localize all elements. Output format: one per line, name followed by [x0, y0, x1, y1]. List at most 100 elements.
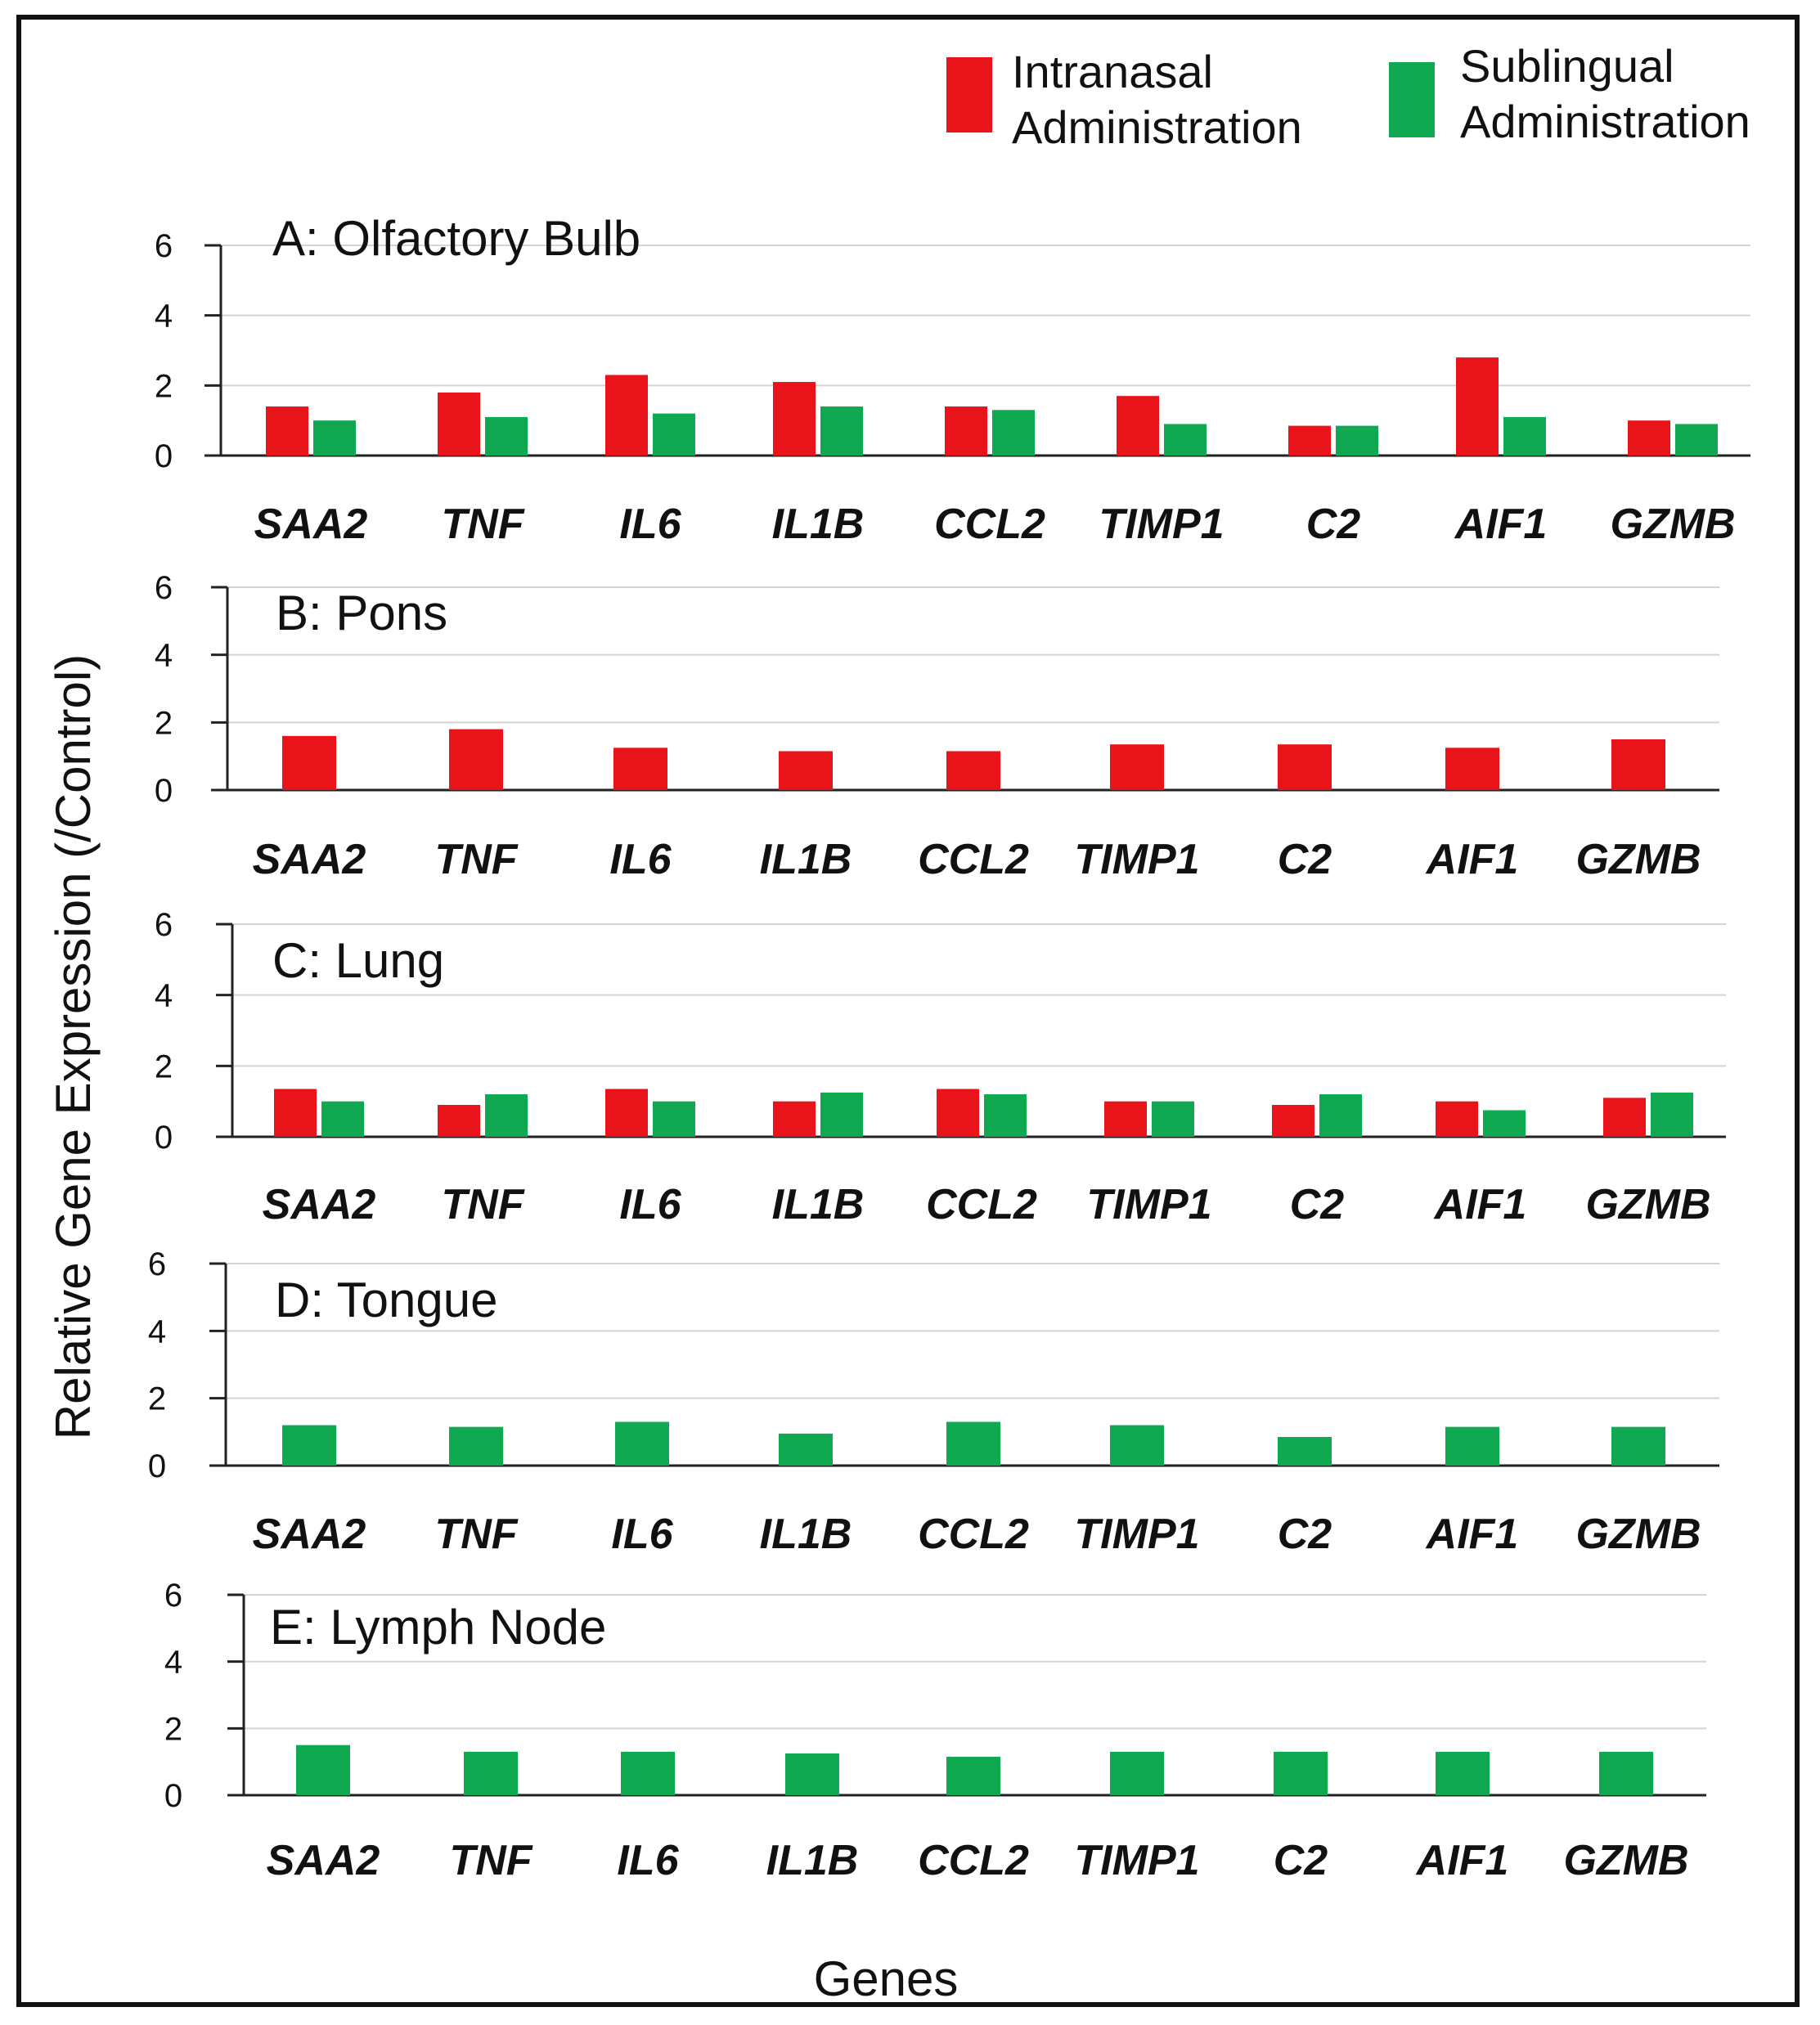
y-tick-label: 6	[155, 228, 173, 264]
x-tick-label-c2: C2	[1278, 836, 1332, 883]
x-tick-label-gzmb: GZMB	[1585, 1181, 1710, 1228]
bar-saa2-series0	[274, 1089, 317, 1137]
bar-tnf-series0	[449, 729, 503, 790]
x-tick-label-c2: C2	[1290, 1181, 1345, 1228]
bar-gzmb-series0	[1628, 420, 1670, 456]
bar-timp1-series0	[1117, 396, 1159, 456]
panel-title: E: Lymph Node	[270, 1600, 606, 1655]
y-tick-label: 2	[164, 1711, 182, 1747]
bar-ccl2-series0	[937, 1089, 979, 1137]
bar-tnf-series0	[438, 1105, 480, 1137]
x-tick-label-aif1: AIF1	[1415, 1837, 1509, 1884]
bar-ccl2-series1	[992, 410, 1035, 456]
y-tick-label: 0	[155, 438, 173, 474]
y-tick-label: 4	[164, 1645, 182, 1681]
x-tick-label-timp1: TIMP1	[1099, 501, 1224, 548]
bar-c2-series0	[1272, 1105, 1314, 1137]
x-tick-label-timp1: TIMP1	[1074, 1837, 1199, 1884]
legend-label-1-line2: Administration	[1460, 96, 1750, 147]
y-tick-label: 2	[155, 705, 173, 741]
x-tick-label-c2: C2	[1306, 501, 1361, 548]
bar-saa2-series0	[282, 1425, 336, 1466]
bar-timp1-series1	[1152, 1101, 1194, 1137]
bar-saa2-series0	[282, 735, 336, 790]
y-tick-label: 0	[148, 1448, 166, 1484]
x-tick-label-saa2: SAA2	[253, 836, 366, 883]
bar-il1b-series1	[820, 406, 863, 456]
x-axis-title: Genes	[814, 1951, 959, 2006]
bar-aif1-series0	[1456, 357, 1499, 456]
panel-3: 0 2 4 6 SAA2 TNF IL6 IL1B CCL2 TIMP1 C2 AIF1 GZMB D: …	[148, 1246, 1719, 1558]
x-tick-label-saa2: SAA2	[254, 501, 368, 548]
x-tick-label-aif1: AIF1	[1433, 1181, 1527, 1228]
bar-ccl2-series0	[946, 1757, 1000, 1795]
figure-frame	[16, 15, 1800, 2007]
bar-ccl2-series0	[946, 751, 1000, 790]
panel-title: B: Pons	[276, 586, 447, 640]
bar-timp1-series0	[1104, 1101, 1147, 1137]
bar-saa2-series0	[296, 1744, 350, 1795]
legend-label-1: Sublingual	[1460, 40, 1674, 92]
y-tick-label: 0	[155, 1120, 173, 1156]
x-tick-label-il6: IL6	[617, 1837, 679, 1884]
bar-il6-series0	[621, 1751, 675, 1795]
bar-c2-series1	[1319, 1094, 1362, 1137]
y-tick-label: 4	[155, 638, 173, 674]
bar-il1b-series0	[779, 751, 833, 790]
legend-label-0: Intranasal	[1012, 46, 1213, 97]
bar-saa2-series1	[321, 1101, 364, 1137]
x-tick-label-ccl2: CCL2	[918, 1837, 1029, 1884]
y-tick-label: 2	[155, 1048, 173, 1084]
bar-tnf-series0	[449, 1426, 503, 1466]
bar-timp1-series1	[1164, 424, 1207, 456]
y-tick-label: 4	[155, 299, 173, 335]
chart-panels: 0 2 4 6 SAA2 TNF IL6 IL1B CCL2 TIMP1 C2 AIF1 GZMB A: …	[148, 211, 1750, 1884]
y-tick-label: 6	[155, 570, 173, 606]
y-tick-label: 0	[155, 773, 173, 809]
panel-0: 0 2 4 6 SAA2 TNF IL6 IL1B CCL2 TIMP1 C2 AIF1 GZMB A: …	[155, 211, 1750, 548]
y-axis-title: Relative Gene Expression (/Control)	[46, 654, 101, 1439]
x-tick-label-gzmb: GZMB	[1563, 1837, 1688, 1884]
bar-c2-series0	[1278, 744, 1332, 790]
y-tick-label: 6	[148, 1246, 166, 1282]
bar-il6-series1	[653, 413, 695, 456]
bar-gzmb-series1	[1675, 424, 1718, 456]
bar-tnf-series0	[464, 1751, 518, 1795]
bar-aif1-series0	[1445, 1426, 1499, 1466]
bar-timp1-series0	[1110, 744, 1164, 790]
legend-swatch-1	[1389, 62, 1435, 137]
legend-label-0-line2: Administration	[1012, 101, 1302, 153]
bar-ccl2-series0	[946, 1421, 1000, 1466]
bar-aif1-series0	[1445, 748, 1499, 790]
bar-c2-series0	[1288, 425, 1331, 456]
bar-gzmb-series1	[1651, 1092, 1693, 1137]
x-tick-label-saa2: SAA2	[253, 1511, 366, 1558]
y-tick-label: 0	[164, 1778, 182, 1814]
x-tick-label-timp1: TIMP1	[1086, 1181, 1211, 1228]
y-tick-label: 2	[148, 1381, 166, 1417]
legend-swatch-0	[946, 57, 992, 132]
x-tick-label-tnf: TNF	[434, 1511, 518, 1558]
x-tick-label-il6: IL6	[619, 501, 681, 548]
bar-il1b-series0	[785, 1753, 839, 1795]
bar-c2-series0	[1278, 1437, 1332, 1466]
y-tick-label: 2	[155, 368, 173, 404]
x-tick-label-il6: IL6	[619, 1181, 681, 1228]
x-tick-label-aif1: AIF1	[1425, 836, 1519, 883]
bar-il6-series0	[605, 375, 648, 456]
x-tick-label-il1b: IL1B	[760, 1511, 852, 1558]
x-tick-label-ccl2: CCL2	[918, 1511, 1029, 1558]
bar-aif1-series1	[1503, 416, 1546, 456]
bar-saa2-series1	[313, 420, 356, 456]
bar-gzmb-series0	[1611, 739, 1665, 790]
bar-tnf-series0	[438, 392, 480, 456]
bar-il1b-series0	[773, 382, 816, 456]
x-tick-label-tnf: TNF	[434, 836, 518, 883]
x-tick-label-c2: C2	[1274, 1837, 1328, 1884]
bar-il6-series0	[613, 748, 667, 790]
bar-il1b-series1	[820, 1092, 863, 1137]
x-tick-label-ccl2: CCL2	[918, 836, 1029, 883]
panel-title: C: Lung	[272, 933, 444, 988]
x-tick-label-gzmb: GZMB	[1610, 501, 1735, 548]
